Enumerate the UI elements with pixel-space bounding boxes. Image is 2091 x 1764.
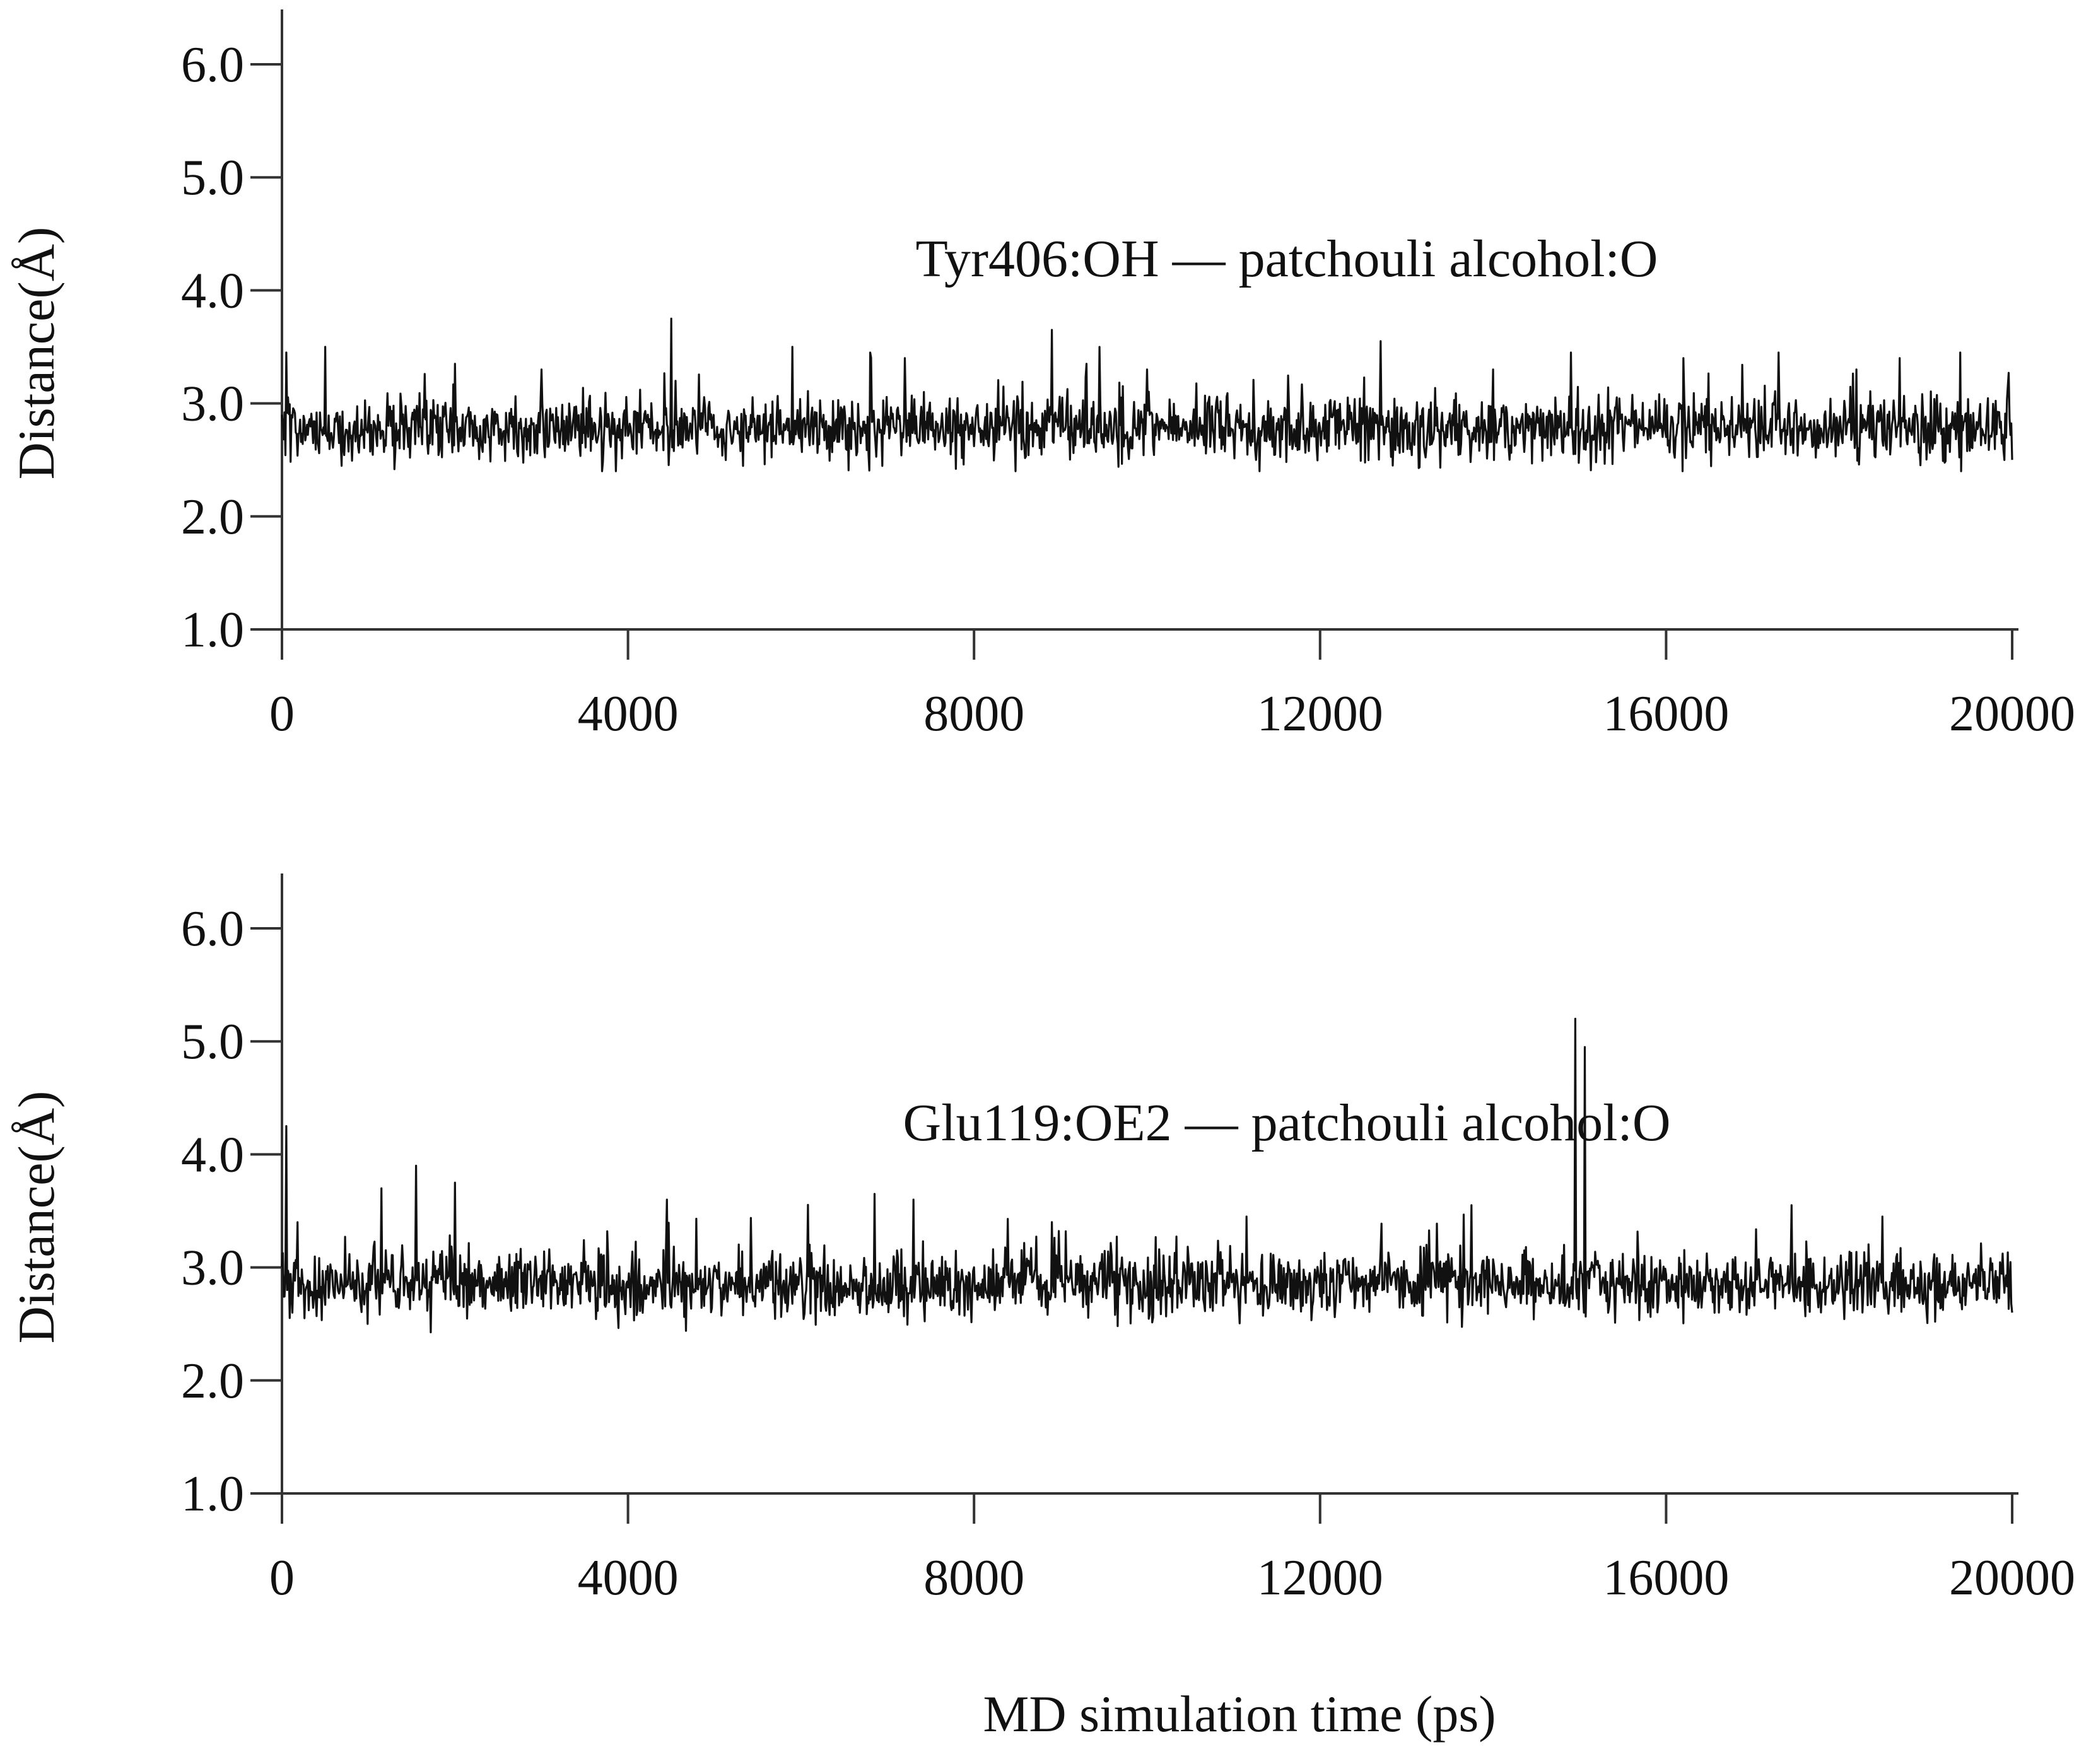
chart-panel-1: 1.0 2.0 3.0 4.0 5.0 6.0 0 4000 8000 12000 16000 200…: [8, 9, 2075, 742]
x-tick-label: 20000: [1949, 1550, 2075, 1606]
x-axis-label: MD simulation time (ps): [983, 1685, 1496, 1743]
y-axis-label: Distance(Å): [8, 1091, 65, 1344]
y-tick-label: 5.0: [181, 150, 244, 206]
x-tick-label: 12000: [1257, 1550, 1383, 1606]
x-tick-label: 16000: [1603, 686, 1729, 742]
y-tick-label: 5.0: [181, 1014, 244, 1070]
y-tick-label: 6.0: [181, 37, 244, 93]
x-tick-label: 0: [269, 686, 295, 742]
x-tick-label: 4000: [578, 686, 679, 742]
series-annotation: Tyr406:OH — patchouli alcohol:O: [916, 230, 1658, 288]
x-tick-label: 12000: [1257, 686, 1383, 742]
y-tick-label: 3.0: [181, 377, 244, 432]
x-tick-label: 4000: [578, 1550, 679, 1606]
series-line: [281, 1017, 2013, 1334]
series-annotation: Glu119:OE2 — patchouli alcohol:O: [903, 1094, 1670, 1152]
y-tick-label: 1.0: [181, 602, 244, 658]
series-line: [281, 317, 2013, 472]
x-tick-label: 20000: [1949, 686, 2075, 742]
y-tick-label: 6.0: [181, 901, 244, 957]
y-tick-label: 3.0: [181, 1241, 244, 1296]
y-tick-label: 4.0: [181, 1127, 244, 1183]
y-tick-label: 2.0: [181, 1353, 244, 1409]
x-tick-label: 0: [269, 1550, 295, 1606]
y-tick-label: 4.0: [181, 263, 244, 318]
x-tick-label: 8000: [923, 1550, 1024, 1606]
y-tick-label: 1.0: [181, 1466, 244, 1522]
x-tick-label: 16000: [1603, 1550, 1729, 1606]
chart-panel-2: 1.0 2.0 3.0 4.0 5.0 6.0 0 4000 8000 12000 16000 200…: [8, 873, 2075, 1743]
y-axis-label: Distance(Å): [8, 227, 65, 480]
x-tick-label: 8000: [923, 686, 1024, 742]
y-tick-label: 2.0: [181, 489, 244, 545]
